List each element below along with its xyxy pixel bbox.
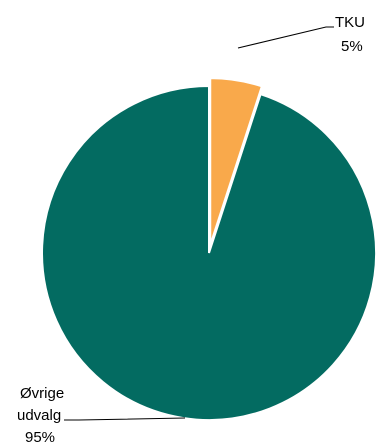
tku-label-name: TKU [335, 14, 365, 31]
ovrige-label-line-1: Øvrige [20, 385, 64, 402]
ovrige-leader-line [64, 417, 186, 421]
tku-label-value: 5% [341, 38, 363, 55]
ovrige-label-line-2: udvalg [17, 407, 61, 424]
ovrige-udvalg-slice [41, 84, 376, 421]
tku-slice [209, 77, 264, 246]
pie-slices [41, 77, 376, 421]
tku-leader-line [237, 26, 334, 49]
ovrige-label-value: 95% [25, 429, 55, 446]
